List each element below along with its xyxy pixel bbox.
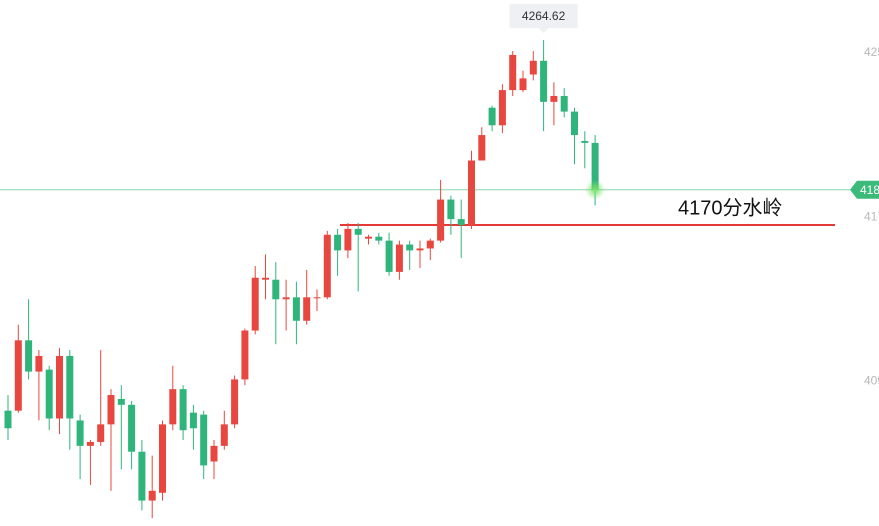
candle-body: [313, 297, 321, 299]
y-tick-label: 4174: [864, 209, 879, 223]
candle-body: [591, 142, 599, 190]
candle-body: [560, 95, 568, 112]
last-price-glow: [585, 179, 606, 200]
candle-body: [14, 340, 22, 411]
candle-body: [519, 78, 527, 91]
candle-body: [385, 240, 393, 272]
candle-body: [416, 248, 424, 251]
candle-body: [159, 424, 166, 493]
candle-body: [148, 490, 156, 501]
candle-body: [292, 297, 300, 321]
candle-body: [457, 219, 465, 225]
candle-body: [25, 340, 33, 372]
candle-body: [509, 54, 517, 91]
candle-body: [138, 451, 146, 501]
candle-body: [241, 330, 249, 380]
candle-body: [365, 236, 372, 239]
candle-body: [220, 424, 228, 446]
candle-body: [282, 297, 290, 300]
candle-body: [251, 277, 259, 331]
candle-body: [45, 369, 53, 419]
candle-body: [128, 404, 136, 452]
candle-body: [447, 199, 455, 220]
candle-body: [375, 236, 383, 241]
candle-body: [231, 379, 239, 425]
candle-body: [210, 445, 218, 462]
candle-body: [468, 160, 475, 225]
annotation-label: 4170分水岭: [678, 196, 783, 219]
candle-body: [200, 414, 208, 466]
candle-body: [303, 297, 311, 321]
candle-body: [478, 135, 486, 161]
tooltip-label: 4264.62: [522, 9, 566, 23]
candle-body: [581, 140, 589, 143]
candle-body: [262, 277, 269, 280]
candle-body: [169, 389, 177, 425]
candle-body: [426, 240, 434, 249]
candle-body: [189, 412, 197, 429]
candle-body: [498, 90, 506, 126]
candle-body: [107, 395, 115, 425]
candle-body: [272, 279, 280, 300]
candle-body: [550, 95, 558, 102]
candle-body: [4, 410, 12, 429]
candle-body: [86, 441, 94, 446]
candle-body: [529, 60, 537, 75]
candle-body: [323, 234, 331, 298]
candle-body: [334, 234, 342, 251]
current-price-badge: [850, 180, 879, 199]
candle-body: [35, 355, 43, 372]
candle-body: [117, 398, 125, 405]
tooltip-box: [509, 4, 578, 34]
y-tick-label: 4258: [864, 45, 879, 59]
candle-body: [571, 111, 578, 136]
candle-body: [66, 355, 74, 419]
candle-body: [354, 228, 362, 235]
candle-body: [395, 244, 403, 272]
candle-body: [76, 420, 84, 446]
candle-body: [179, 389, 187, 431]
current-price-label: 4188: [860, 183, 879, 197]
candle-body: [344, 228, 352, 251]
candle-body: [437, 199, 445, 241]
candle-body: [406, 244, 414, 251]
y-tick-label: 4090: [864, 374, 879, 388]
candle-body: [97, 424, 105, 442]
candle-body: [56, 355, 63, 419]
candle-body: [540, 60, 548, 102]
candle-body: [488, 107, 496, 126]
